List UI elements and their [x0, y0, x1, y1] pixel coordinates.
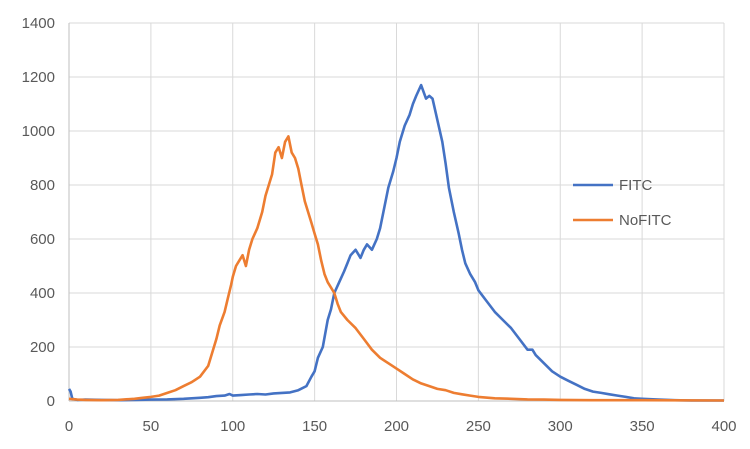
legend-entry-nofitc: NoFITC	[573, 212, 672, 229]
series-line-nofitc	[68, 135, 725, 402]
legend: FITC NoFITC	[573, 177, 672, 229]
x-tick-label: 150	[302, 418, 327, 435]
x-tick-label: 300	[548, 418, 573, 435]
x-tick-labels: 0 50 100 150 200 250 300 350 400	[65, 418, 737, 435]
y-tick-label: 1400	[22, 15, 55, 32]
series-line-fitc	[67, 83, 724, 402]
y-tick-label: 1200	[22, 69, 55, 86]
y-tick-label: 600	[30, 231, 55, 248]
y-tick-label: 0	[47, 393, 55, 410]
x-tick-label: 200	[384, 418, 409, 435]
legend-label: FITC	[619, 177, 652, 194]
x-tick-label: 50	[143, 418, 160, 435]
legend-label: NoFITC	[619, 212, 672, 229]
y-tick-label: 200	[30, 339, 55, 356]
y-tick-label: 1000	[22, 123, 55, 140]
x-tick-label: 400	[711, 418, 736, 435]
x-tick-label: 350	[630, 418, 655, 435]
x-tick-label: 100	[220, 418, 245, 435]
series-lines	[67, 83, 725, 402]
x-tick-label: 0	[65, 418, 73, 435]
grid-lines	[69, 22, 725, 401]
y-tick-labels: 0 200 400 600 800 1000 1200 1400	[22, 15, 55, 410]
y-tick-label: 800	[30, 177, 55, 194]
legend-entry-fitc: FITC	[573, 177, 652, 194]
x-tick-label: 250	[466, 418, 491, 435]
y-tick-label: 400	[30, 285, 55, 302]
